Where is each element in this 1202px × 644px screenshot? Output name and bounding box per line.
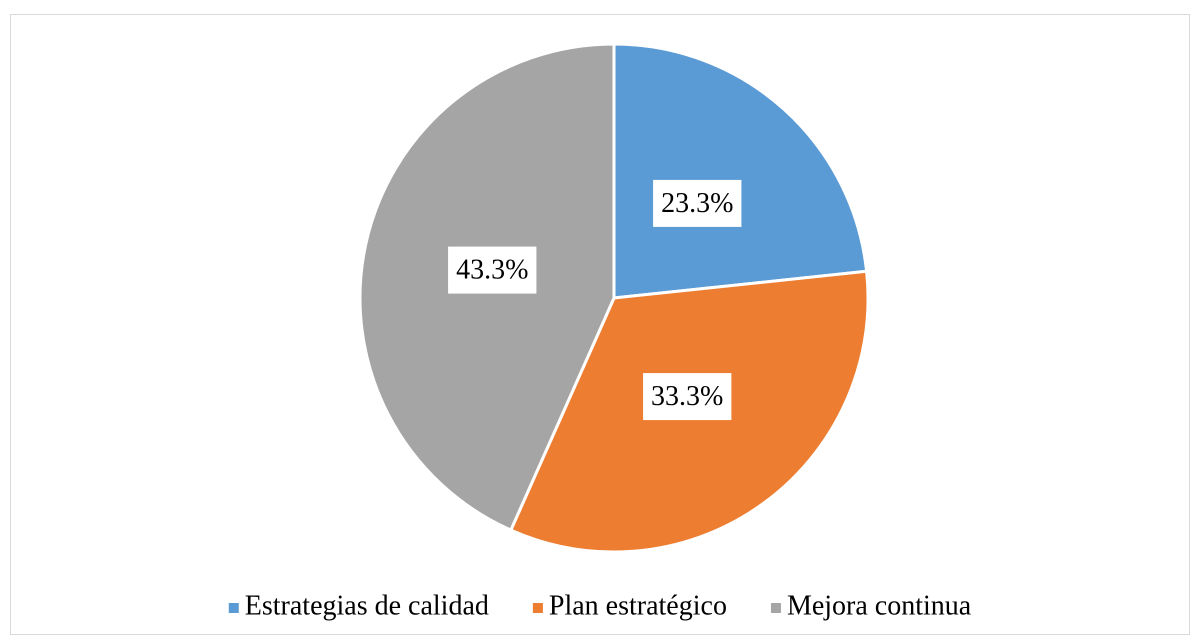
legend-swatch [770,603,781,613]
legend-label: Mejora continua [787,590,972,621]
data-label-box [448,246,537,294]
data-label: 43.3% [456,255,528,286]
pie-slice [612,42,869,300]
legend-swatch [228,603,239,613]
data-label: 33.3% [651,381,723,412]
legend-label: Plan estratégico [549,590,727,621]
data-label-box [643,373,732,421]
data-label: 23.3% [661,188,733,219]
data-label-box [653,179,742,227]
legend-swatch [532,603,543,613]
legend-label: Estrategias de calidad [245,590,489,621]
